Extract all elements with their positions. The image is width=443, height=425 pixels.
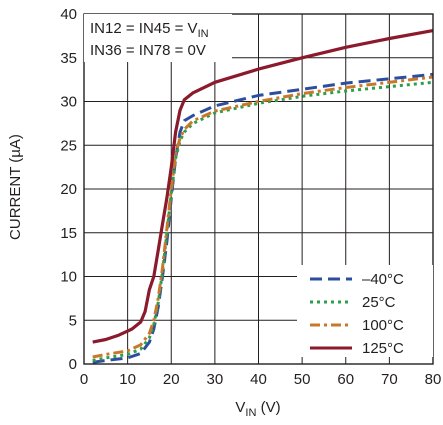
annotation-line-1: IN12 = IN45 = VIN (90, 20, 209, 40)
y-axis-label: CURRENT (µA) (7, 134, 24, 240)
x-tick-label: 80 (425, 371, 442, 388)
x-axis-label: VIN (V) (235, 399, 280, 419)
x-axis-label-main: V (235, 399, 245, 416)
x-tick-label: 30 (207, 371, 224, 388)
y-tick-label: 40 (60, 6, 77, 23)
legend-items: –40°C 25°C 100°C 125°C (310, 271, 404, 357)
annotation-line-1-main: IN12 = IN45 = V (90, 20, 198, 37)
legend-label: –40°C (362, 271, 404, 288)
tick-labels: 0 10 20 30 40 50 60 70 80 0 5 10 15 20 25 30 35 40 (60, 6, 441, 388)
plot-border (83, 13, 434, 365)
y-tick-label: 25 (60, 137, 77, 154)
x-axis-label-unit: (V) (256, 399, 280, 416)
series-line (92, 80, 434, 362)
series-line (92, 29, 434, 344)
x-tick-label: 60 (337, 371, 354, 388)
x-tick-label: 70 (381, 371, 398, 388)
x-tick-label: 0 (80, 371, 88, 388)
y-tick-label: 10 (60, 269, 77, 286)
annotation-line-2: IN36 = IN78 = 0V (90, 42, 206, 59)
legend: –40°C 25°C 100°C 125°C (297, 265, 433, 357)
y-tick-label: 20 (60, 181, 77, 198)
x-tick-label: 40 (250, 371, 267, 388)
annotation-box: IN12 = IN45 = VIN IN36 = IN78 = 0V (84, 14, 232, 62)
plot-frame (83, 13, 434, 365)
series-line (92, 72, 434, 364)
y-tick-label: 5 (69, 312, 77, 329)
annotation-background (84, 14, 232, 62)
legend-label: 125°C (362, 340, 404, 357)
curves (92, 29, 434, 364)
y-tick-label: 15 (60, 225, 77, 242)
annotation-line-1-sub: IN (198, 28, 209, 40)
x-axis-label-sub: IN (245, 407, 256, 419)
y-tick-label: 0 (69, 356, 77, 373)
x-tick-label: 10 (119, 371, 136, 388)
x-tick-label: 50 (294, 371, 311, 388)
y-tick-label: 35 (60, 50, 77, 67)
legend-label: 25°C (362, 294, 396, 311)
y-tick-label: 30 (60, 94, 77, 111)
legend-label: 100°C (362, 317, 404, 334)
x-tick-label: 20 (163, 371, 180, 388)
